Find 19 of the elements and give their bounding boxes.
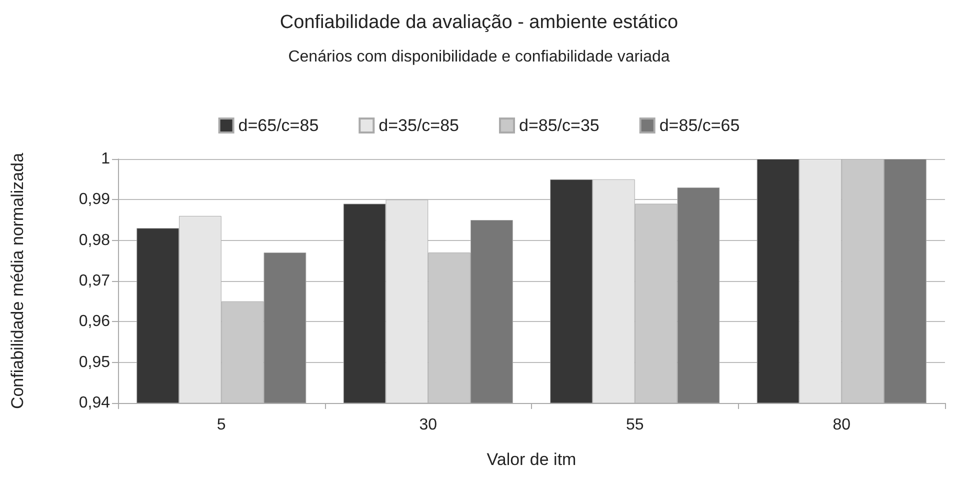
x-tick-label: 30 (419, 416, 438, 434)
y-tick-label: 0,97 (78, 272, 110, 290)
y-tick-label: 0,94 (78, 394, 110, 412)
x-axis-title: Valor de itm (486, 450, 576, 469)
y-tick-label: 0,99 (78, 191, 110, 208)
legend-label: d=65/c=85 (238, 116, 319, 135)
x-tick-label: 5 (216, 416, 226, 434)
chart-title: Confiabilidade da avaliação - ambiente estático (280, 12, 678, 33)
x-tick-label: 55 (626, 416, 644, 434)
y-tick-label: 0,95 (78, 354, 110, 371)
y-tick-label: 0,96 (78, 313, 110, 330)
y-tick-label: 0,98 (78, 232, 110, 249)
legend-label: d=85/c=35 (519, 116, 600, 135)
y-axis-title: Confiabilidade média normalizada (8, 152, 27, 410)
y-tick-label: 1 (101, 150, 110, 168)
legend-label: d=35/c=85 (378, 116, 460, 135)
legend-label: d=85/c=65 (659, 116, 740, 135)
chart-subtitle: Cenários com disponibilidade e confiabilidade variada (288, 48, 670, 66)
x-tick-label: 80 (832, 416, 851, 434)
